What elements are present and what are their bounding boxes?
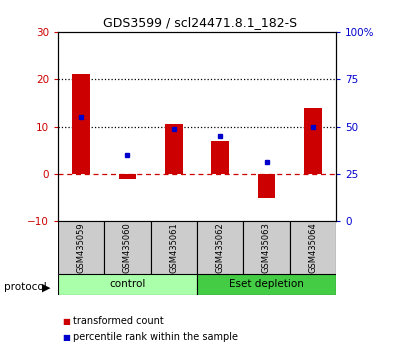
Bar (72, 74, 90, 174)
Text: ■: ■ (62, 317, 70, 326)
Text: GSM435063: GSM435063 (262, 222, 271, 273)
Bar (58, 274, 197, 295)
Bar (165, 124, 183, 174)
Bar (258, 174, 275, 198)
Bar (304, 108, 322, 174)
Bar (197, 221, 243, 274)
Text: ■: ■ (62, 332, 70, 342)
Bar (197, 274, 336, 295)
Text: protocol: protocol (4, 282, 47, 292)
Text: control: control (109, 279, 146, 289)
Text: GSM435064: GSM435064 (308, 222, 317, 273)
Text: GSM435059: GSM435059 (77, 222, 86, 273)
Text: GDS3599 / scl24471.8.1_182-S: GDS3599 / scl24471.8.1_182-S (103, 16, 297, 29)
Bar (211, 141, 229, 174)
Bar (119, 174, 136, 179)
Text: GSM435061: GSM435061 (169, 222, 178, 273)
Text: Eset depletion: Eset depletion (229, 279, 304, 289)
Text: transformed count: transformed count (73, 316, 164, 326)
Bar (243, 221, 290, 274)
Bar (151, 221, 197, 274)
Text: GSM435060: GSM435060 (123, 222, 132, 273)
Text: ▶: ▶ (42, 282, 50, 292)
Bar (290, 221, 336, 274)
Bar (58, 221, 104, 274)
Text: GSM435062: GSM435062 (216, 222, 225, 273)
Bar (104, 221, 151, 274)
Text: percentile rank within the sample: percentile rank within the sample (73, 332, 238, 342)
